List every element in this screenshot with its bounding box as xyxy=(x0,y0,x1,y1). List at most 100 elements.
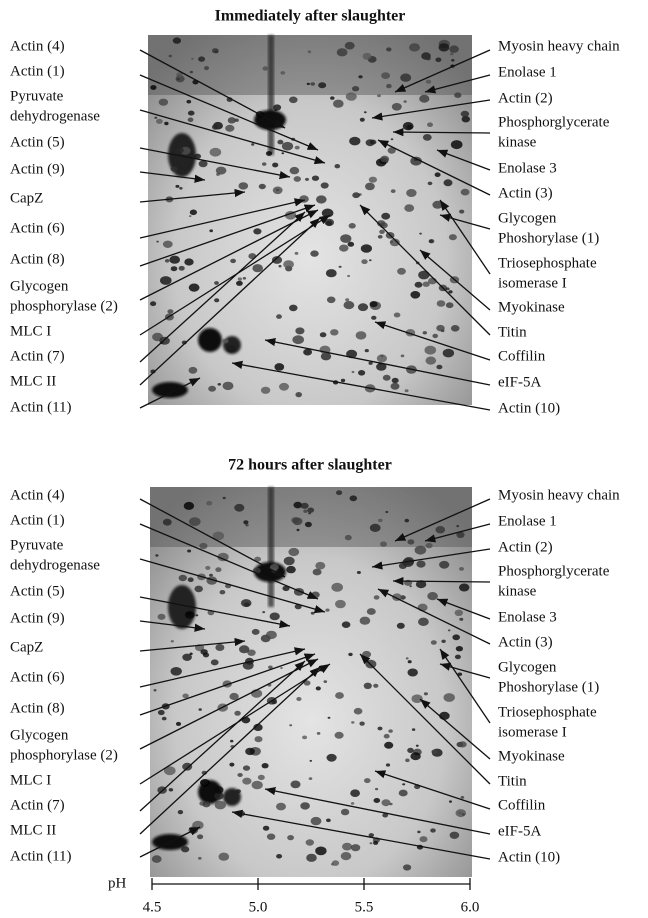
gel-spot xyxy=(403,864,411,870)
gel-spot xyxy=(253,228,261,234)
gel-spot xyxy=(344,301,355,309)
right-label: Phoshorylase (1) xyxy=(498,679,599,695)
right-label: Coffilin xyxy=(498,348,546,364)
right-label: Enolase 1 xyxy=(498,64,557,80)
right-label: Myosin heavy chain xyxy=(498,487,620,503)
gel-spot xyxy=(364,778,371,783)
gel-spot xyxy=(182,694,188,699)
gel-spot xyxy=(361,244,372,253)
gel-spot xyxy=(245,524,248,527)
gel-spot xyxy=(427,122,433,127)
gel-spot xyxy=(341,379,345,382)
gel-spot xyxy=(339,245,348,252)
gel-spot xyxy=(306,854,317,862)
gel-spot xyxy=(367,608,376,615)
right-label: isomerase I xyxy=(498,724,567,740)
gel-spot xyxy=(410,752,420,760)
gel-spot xyxy=(171,166,178,171)
gel-spot xyxy=(381,72,390,79)
gel-spot xyxy=(188,118,194,123)
gel-spot xyxy=(154,689,157,691)
axis-label: pH xyxy=(108,875,127,891)
gel-spot xyxy=(318,82,326,88)
gel-spot xyxy=(444,179,453,186)
gel-spot xyxy=(428,182,433,186)
gel-spot xyxy=(150,301,156,306)
left-label: Actin (8) xyxy=(10,251,65,267)
gel-spot xyxy=(331,583,343,592)
gel-streak xyxy=(268,35,274,155)
gel-spot xyxy=(206,501,212,506)
gel-spot xyxy=(382,799,391,806)
gel-spot xyxy=(394,313,401,318)
right-label: Titin xyxy=(498,324,527,340)
gel-spot xyxy=(378,519,383,522)
gel-spot xyxy=(341,852,352,860)
gel-spot xyxy=(342,621,351,628)
gel-spot xyxy=(459,741,467,747)
gel-spot xyxy=(198,857,202,860)
gel-spot xyxy=(435,172,441,177)
gel-spot xyxy=(351,721,354,724)
left-label: phosphorylase (2) xyxy=(10,747,118,763)
gel-spot xyxy=(252,629,260,635)
gel-spot xyxy=(162,717,167,721)
gel-spot xyxy=(163,519,172,526)
gel-spot xyxy=(436,365,442,370)
gel-spot xyxy=(189,215,192,217)
gel-spot xyxy=(284,557,295,566)
gel-spot xyxy=(310,82,315,85)
gel-spot xyxy=(274,109,277,111)
gel-spot xyxy=(357,571,361,574)
right-label: Actin (2) xyxy=(498,539,553,555)
gel-spot xyxy=(450,832,460,839)
gel-spot xyxy=(379,230,385,234)
gel-spot xyxy=(266,151,272,156)
gel-spot xyxy=(373,684,378,688)
right-label: Myokinase xyxy=(498,748,565,764)
gel-spot xyxy=(388,729,392,732)
gel-spot xyxy=(427,592,438,600)
gel-spot xyxy=(277,140,283,145)
gel-spot xyxy=(229,763,234,767)
gel-spot xyxy=(307,508,314,513)
gel-spot xyxy=(363,53,372,60)
gel-spot xyxy=(239,182,249,189)
gel-spot xyxy=(423,134,432,141)
gel-spot xyxy=(335,164,341,168)
gel-spot xyxy=(415,546,427,555)
left-label: CapZ xyxy=(10,639,43,655)
right-label: kinase xyxy=(498,134,537,150)
gel-spot xyxy=(302,736,307,740)
panel-title: 72 hours after slaughter xyxy=(228,457,392,474)
gel-top-band xyxy=(150,487,472,547)
gel-spot xyxy=(449,800,452,802)
gel-spot xyxy=(455,655,461,660)
gel-spot xyxy=(400,74,411,82)
gel-spot xyxy=(348,242,355,247)
gel-spot xyxy=(339,266,342,268)
gel-spot xyxy=(311,612,315,615)
gel-spot xyxy=(448,629,451,631)
gel-spot xyxy=(214,298,219,302)
gel-spot xyxy=(279,383,289,391)
gel-spot xyxy=(202,801,210,807)
gel-spot xyxy=(186,100,191,104)
gel-spot xyxy=(412,728,415,731)
gel-spot xyxy=(352,192,360,198)
gel-spot xyxy=(182,763,192,771)
right-label: Glycogen xyxy=(498,210,557,226)
gel-spot xyxy=(156,241,159,243)
gel-spot xyxy=(190,653,193,656)
gel-spot xyxy=(262,66,268,70)
gel-spot xyxy=(276,854,282,859)
gel-spot xyxy=(175,185,179,188)
gel-spot xyxy=(462,813,465,815)
gel-spot xyxy=(370,301,378,307)
gel-spot xyxy=(297,529,300,531)
gel-spot xyxy=(241,599,252,607)
gel-spot xyxy=(200,649,207,655)
gel-spot xyxy=(418,618,429,626)
gel-spot xyxy=(327,754,337,762)
gel-spot xyxy=(385,511,388,513)
